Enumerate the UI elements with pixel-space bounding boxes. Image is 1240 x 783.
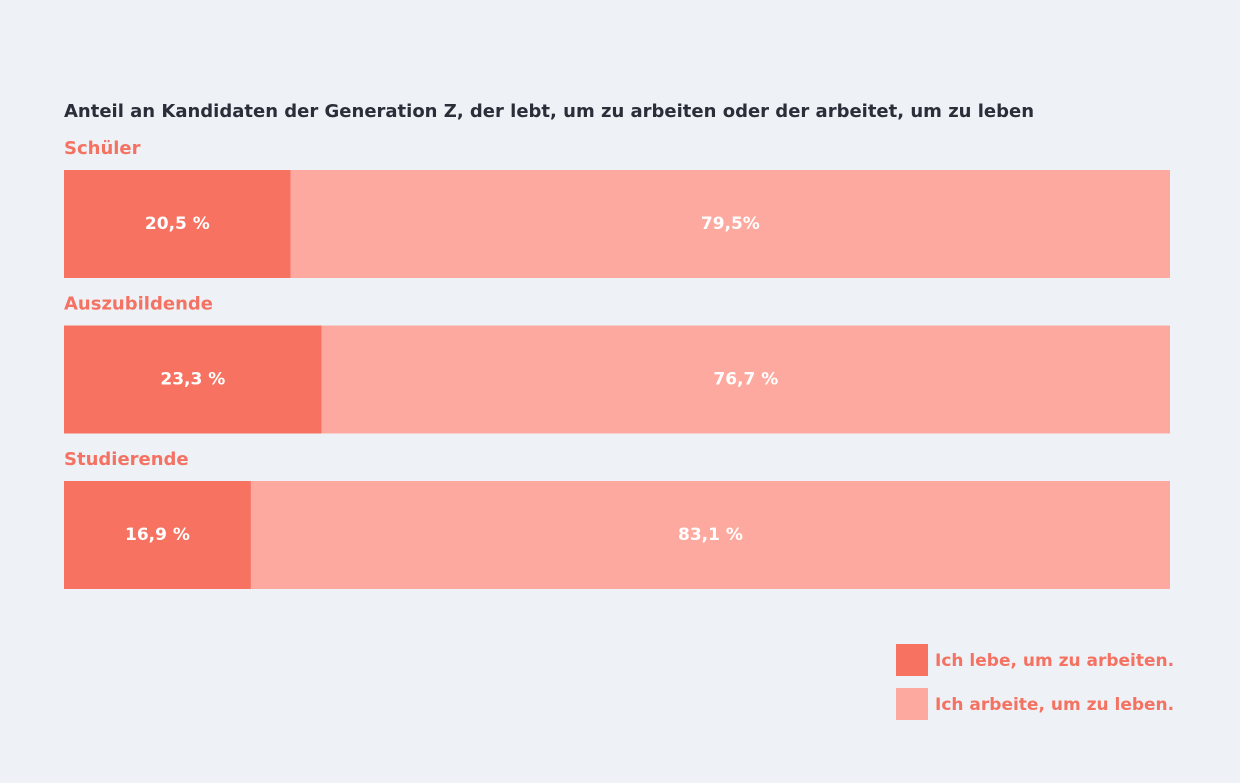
value-label: 16,9 %	[125, 525, 190, 545]
category-label: Studierende	[64, 449, 189, 470]
value-label: 76,7 %	[713, 370, 778, 390]
value-label: 20,5 %	[145, 214, 210, 234]
category-label: Auszubildende	[64, 294, 213, 315]
legend-label: Ich arbeite, um zu leben.	[935, 695, 1174, 715]
chart-title: Anteil an Kandidaten der Generation Z, d…	[64, 101, 1034, 122]
legend-swatch	[896, 688, 928, 720]
bar-segment	[64, 481, 251, 589]
bar-segment	[321, 325, 1170, 434]
value-label: 23,3 %	[160, 370, 225, 390]
category-label: Schüler	[64, 138, 141, 159]
value-label: 83,1 %	[678, 525, 743, 545]
bar-segment	[64, 170, 291, 278]
legend-label: Ich lebe, um zu arbeiten.	[935, 651, 1174, 671]
legend-swatch	[896, 644, 928, 676]
value-label: 79,5%	[701, 214, 760, 234]
bar-segment	[64, 325, 322, 434]
bar-segment	[250, 481, 1170, 589]
bar-segment	[290, 170, 1171, 278]
